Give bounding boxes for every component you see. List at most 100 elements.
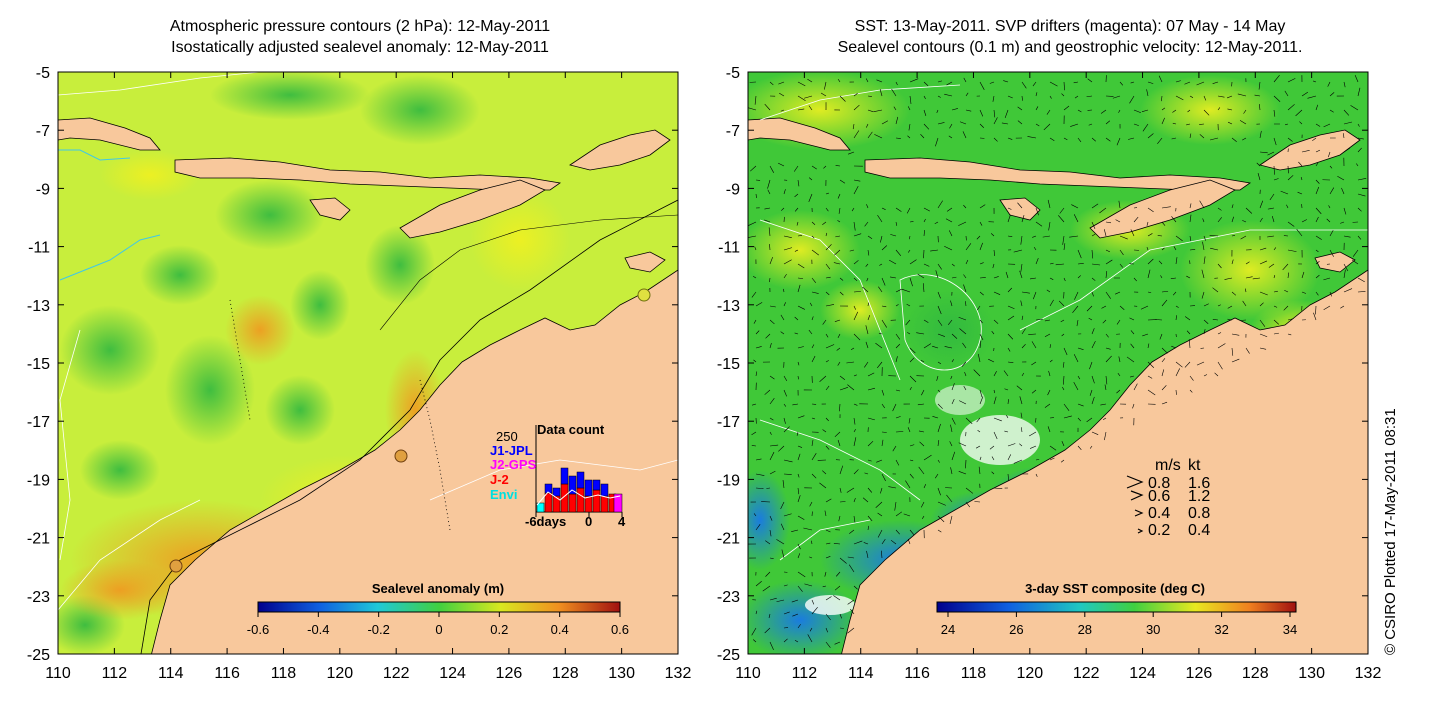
velocity-vector xyxy=(1329,109,1334,113)
velocity-vector xyxy=(881,473,886,482)
velocity-vector xyxy=(824,571,827,577)
velocity-vector xyxy=(881,245,888,251)
velocity-vector xyxy=(1184,316,1191,321)
velocity-vector xyxy=(1157,137,1163,144)
velocity-vector xyxy=(751,291,757,298)
velocity-vector xyxy=(797,453,801,461)
velocity-vector xyxy=(965,459,967,469)
velocity-vector xyxy=(992,263,995,269)
velocity-vector xyxy=(1284,289,1289,293)
velocity-vector xyxy=(1301,271,1305,279)
velocity-vector xyxy=(1301,219,1307,223)
velocity-vector xyxy=(1072,305,1079,313)
velocity-vector xyxy=(950,375,953,380)
velocity-vector xyxy=(1147,389,1156,396)
velocity-vector xyxy=(923,81,929,87)
velocity-vector xyxy=(1212,319,1219,321)
velocity-vector xyxy=(1287,104,1295,111)
velocity-vector xyxy=(1243,109,1247,114)
velocity-vector xyxy=(1063,347,1068,356)
velocity-vector xyxy=(767,179,771,189)
y-tick-label: -23 xyxy=(27,589,50,606)
velocity-vector xyxy=(1170,277,1177,279)
velocity-vector xyxy=(921,389,925,396)
velocity-vector xyxy=(1161,290,1169,293)
y-tick-label: -9 xyxy=(726,181,740,198)
velocity-vector xyxy=(769,417,774,421)
velocity-vector xyxy=(1091,221,1096,230)
velocity-vector xyxy=(796,221,799,226)
velocity-vector xyxy=(951,333,958,339)
velocity-vector xyxy=(837,361,841,366)
velocity-vector xyxy=(853,130,860,139)
colorbar-tick-label: 24 xyxy=(941,622,955,637)
velocity-vector xyxy=(769,256,773,265)
velocity-vector xyxy=(1188,339,1191,349)
velocity-vector xyxy=(1007,305,1015,310)
velocity-vector xyxy=(890,234,897,237)
velocity-vector xyxy=(837,193,841,199)
velocity-vector xyxy=(1327,81,1331,87)
velocity-vector xyxy=(1091,203,1099,209)
velocity-vector xyxy=(1118,200,1121,209)
velocity-legend-kt-row1: 1.6 xyxy=(1188,475,1210,492)
velocity-vector xyxy=(1021,315,1024,321)
velocity-vector xyxy=(1172,122,1177,125)
velocity-vector xyxy=(853,260,859,265)
velocity-vector xyxy=(961,361,967,367)
velocity-vector xyxy=(979,277,986,279)
velocity-vector xyxy=(811,249,820,256)
velocity-vector xyxy=(764,103,771,111)
velocity-vector xyxy=(946,494,953,503)
velocity-legend-ms-row2: 0.6 xyxy=(1148,488,1170,505)
velocity-vector xyxy=(1003,80,1009,83)
velocity-vector xyxy=(993,117,998,125)
velocity-vector xyxy=(963,385,967,391)
velocity-vector xyxy=(1021,95,1023,101)
velocity-vector xyxy=(839,387,849,391)
velocity-vector xyxy=(965,92,969,97)
velocity-vector xyxy=(1269,193,1275,201)
sumba-island xyxy=(999,197,1041,221)
velocity-vector xyxy=(1105,137,1111,142)
velocity-vector xyxy=(1227,95,1233,99)
velocity-vector xyxy=(881,319,887,328)
velocity-legend-kt-row2: 1.2 xyxy=(1188,488,1210,505)
timor-island xyxy=(399,179,546,239)
velocity-vector xyxy=(1091,375,1095,384)
velocity-vector xyxy=(864,361,869,368)
velocity-vector xyxy=(878,286,883,293)
velocity-vector xyxy=(811,599,815,605)
velocity-vector xyxy=(1089,445,1093,449)
velocity-vector xyxy=(853,233,862,237)
colorbar-tick-label: 28 xyxy=(1078,622,1092,637)
velocity-vector xyxy=(1007,137,1013,140)
velocity-vector xyxy=(895,137,901,139)
velocity-vector xyxy=(754,95,757,105)
velocity-vector xyxy=(808,193,813,203)
velocity-vector xyxy=(1159,333,1163,340)
velocity-vector xyxy=(819,375,827,382)
y-tick-label: -5 xyxy=(726,65,740,82)
velocity-vector xyxy=(848,564,855,573)
velocity-vector xyxy=(1105,333,1109,338)
velocity-vector xyxy=(755,487,764,489)
velocity-vector xyxy=(778,92,785,97)
velocity-vector xyxy=(822,221,827,226)
velocity-vector xyxy=(1175,80,1181,83)
velocity-vector xyxy=(794,249,799,252)
velocity-vector xyxy=(866,550,869,559)
velocity-vector xyxy=(1161,221,1166,226)
velocity-vector xyxy=(751,627,757,636)
velocity-vector xyxy=(1141,109,1149,113)
velocity-vector xyxy=(835,571,841,577)
velocity-vector xyxy=(950,424,953,433)
velocity-vector xyxy=(811,165,817,170)
velocity-legend-kt-header: kt xyxy=(1188,457,1201,474)
velocity-vector xyxy=(769,342,772,349)
velocity-vector xyxy=(1315,274,1320,279)
velocity-vector xyxy=(1146,221,1149,226)
velocity-vector xyxy=(783,459,793,463)
velocity-vector xyxy=(1007,207,1012,210)
y-tick-label: -7 xyxy=(726,123,740,140)
